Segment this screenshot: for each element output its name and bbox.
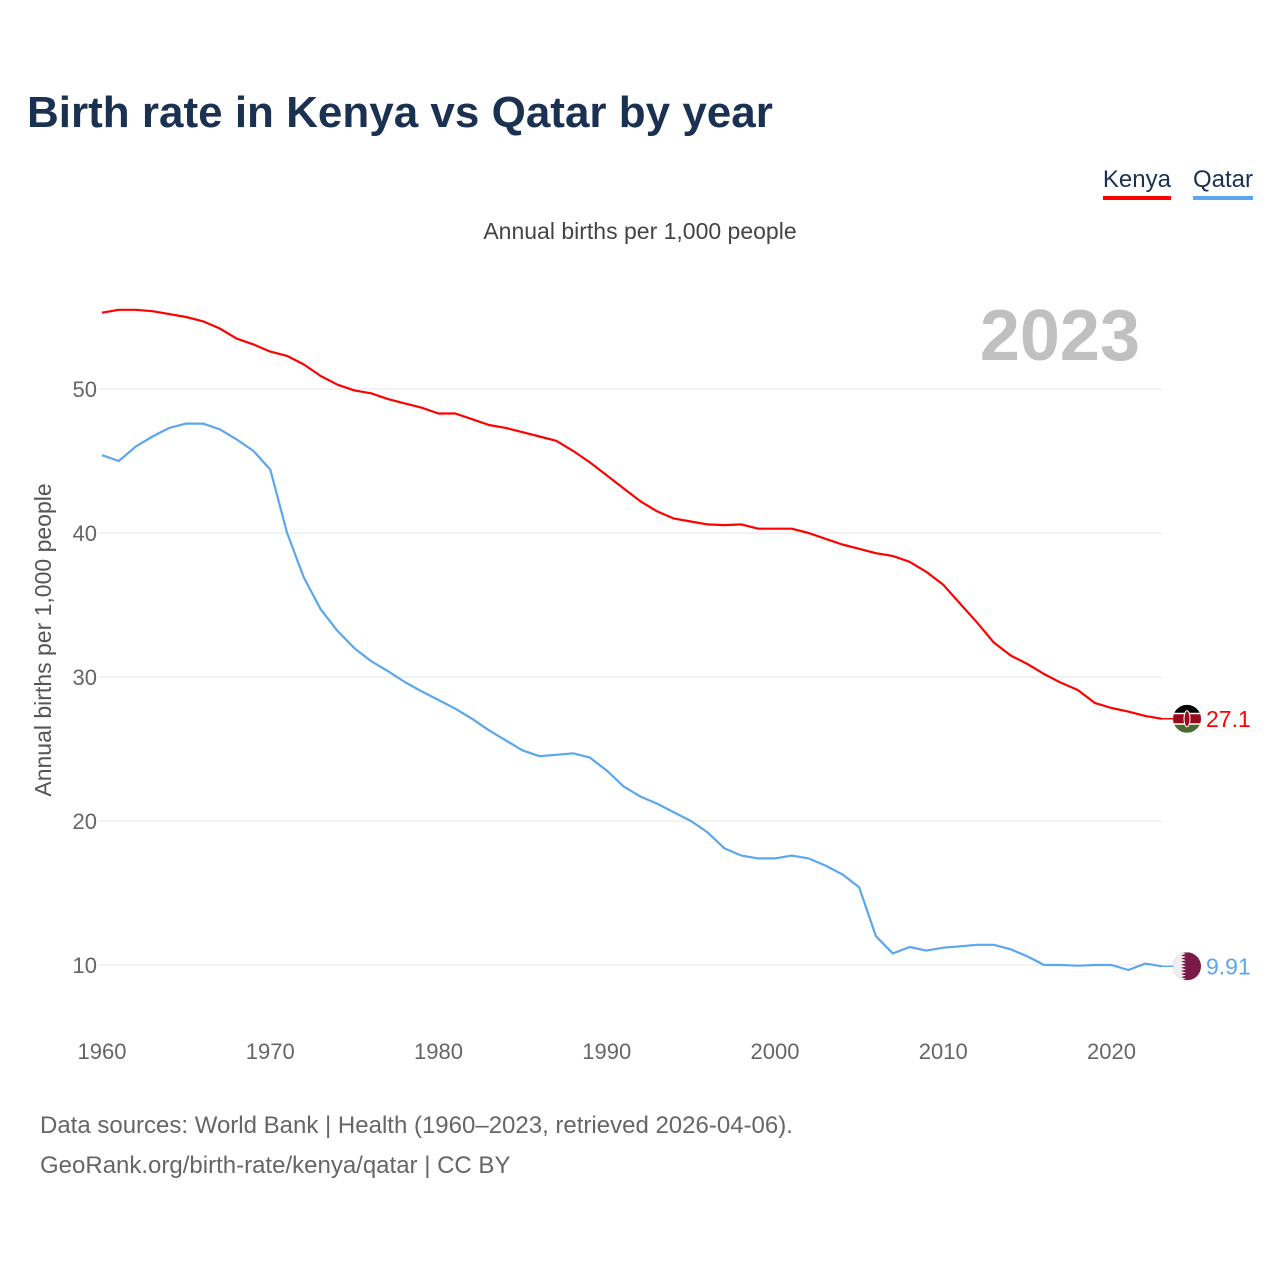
x-tick-label: 2010 (919, 1039, 968, 1064)
x-tick-label: 2000 (751, 1039, 800, 1064)
y-tick-label: 50 (73, 377, 97, 402)
source-note: Data sources: World Bank | Health (1960–… (40, 1106, 793, 1186)
y-tick-label: 40 (73, 521, 97, 546)
chart-title: Birth rate in Kenya vs Qatar by year (27, 88, 773, 137)
legend: Kenya Qatar (1102, 166, 1253, 200)
year-watermark: 2023 (980, 296, 1140, 376)
y-axis-label: Annual births per 1,000 people (30, 483, 56, 796)
y-tick-label: 20 (73, 809, 97, 834)
end-value-label-qatar: 9.91 (1206, 953, 1251, 979)
y-tick-label: 10 (73, 953, 97, 978)
kenya-flag-icon (1173, 704, 1201, 733)
chart-subtitle: Annual births per 1,000 people (483, 218, 797, 244)
end-value-label-kenya: 27.1 (1206, 706, 1251, 732)
y-tick-label: 30 (73, 665, 97, 690)
x-tick-label: 1980 (414, 1039, 463, 1064)
series-line-qatar (101, 422, 1163, 972)
x-tick-label: 1970 (246, 1039, 295, 1064)
qatar-flag-icon (1173, 952, 1201, 981)
legend-item-kenya[interactable]: Kenya (1102, 166, 1171, 200)
source-line-2[interactable]: GeoRank.org/birth-rate/kenya/qatar | CC … (40, 1152, 511, 1179)
series-line-kenya (101, 308, 1163, 720)
legend-item-qatar[interactable]: Qatar (1192, 166, 1253, 200)
x-tick-label: 1990 (582, 1039, 631, 1064)
x-tick-label: 1960 (78, 1039, 127, 1064)
x-tick-label: 2020 (1087, 1039, 1136, 1064)
source-line-1: Data sources: World Bank | Health (1960–… (40, 1112, 793, 1139)
